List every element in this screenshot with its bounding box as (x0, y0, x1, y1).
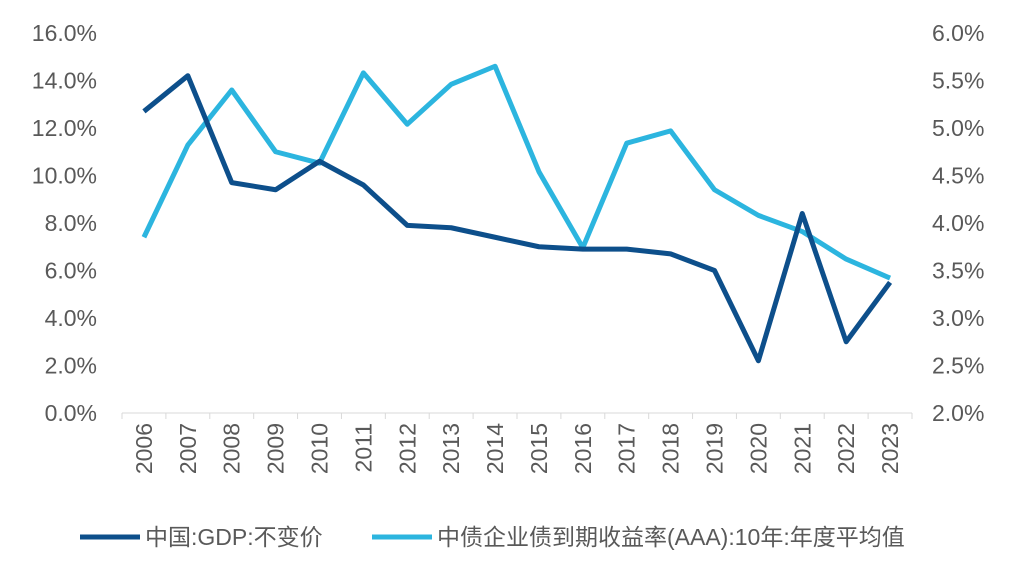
x-tick-label: 2010 (307, 423, 333, 474)
x-tick-label: 2016 (570, 423, 596, 474)
x-tick-label: 2020 (745, 423, 771, 474)
left-y-tick-label: 6.0% (45, 258, 97, 284)
right-y-tick-label: 5.5% (932, 68, 984, 94)
right-y-tick-label: 6.0% (932, 20, 984, 46)
x-tick-label: 2015 (526, 423, 552, 474)
legend-label-gdp: 中国:GDP:不变价 (145, 524, 323, 550)
left-y-tick-label: 8.0% (45, 210, 97, 236)
x-tick-label: 2009 (263, 423, 289, 474)
x-tick-label: 2014 (482, 423, 508, 474)
x-tick-label: 2019 (702, 423, 728, 474)
x-tick-label: 2017 (614, 423, 640, 474)
left-y-tick-label: 4.0% (45, 305, 97, 331)
right-y-tick-label: 2.5% (932, 353, 984, 379)
x-tick-label: 2007 (175, 423, 201, 474)
left-y-tick-label: 14.0% (32, 68, 97, 94)
legend-label-aaa-yield: 中债企业债到期收益率(AAA):10年:年度平均值 (437, 524, 905, 550)
x-tick-label: 2022 (833, 423, 859, 474)
right-y-tick-label: 3.5% (932, 258, 984, 284)
right-y-tick-label: 3.0% (932, 305, 984, 331)
left-y-tick-label: 12.0% (32, 115, 97, 141)
x-tick-label: 2008 (219, 423, 245, 474)
series-line-aaa-yield (144, 66, 890, 278)
x-tick-label: 2021 (789, 423, 815, 474)
x-tick-label: 2018 (658, 423, 684, 474)
left-y-tick-label: 16.0% (32, 20, 97, 46)
left-y-tick-label: 2.0% (45, 353, 97, 379)
x-tick-label: 2012 (394, 423, 420, 474)
left-y-tick-label: 0.0% (45, 400, 97, 426)
left-y-tick-label: 10.0% (32, 163, 97, 189)
right-y-tick-label: 2.0% (932, 400, 984, 426)
right-y-tick-label: 4.0% (932, 210, 984, 236)
x-tick-label: 2013 (438, 423, 464, 474)
right-y-tick-label: 4.5% (932, 163, 984, 189)
x-tick-label: 2011 (350, 423, 376, 472)
x-tick-label: 2023 (877, 423, 903, 474)
x-tick-label: 2006 (131, 423, 157, 474)
right-y-tick-label: 5.0% (932, 115, 984, 141)
